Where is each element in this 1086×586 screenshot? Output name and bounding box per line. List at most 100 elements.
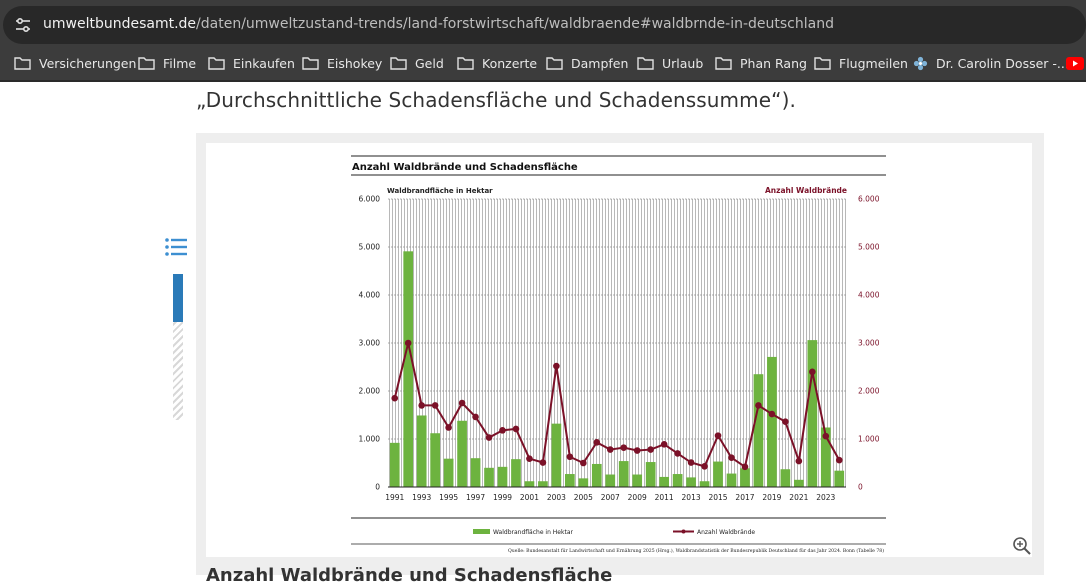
address-bar[interactable]: umweltbundesamt.de/daten/umweltzustand-t…	[3, 6, 1086, 44]
line-point	[647, 446, 654, 453]
y-tick-label-left: 4.000	[359, 291, 381, 300]
bookmark-label: Einkaufen	[233, 55, 295, 71]
line-point	[499, 427, 506, 434]
folder-icon	[302, 57, 319, 70]
line-point	[741, 463, 749, 471]
line-point	[391, 394, 399, 402]
legend-line-label: Anzahl Waldbrände	[697, 529, 755, 536]
url-text[interactable]: umweltbundesamt.de/daten/umweltzustand-t…	[43, 16, 834, 32]
legend-bar-swatch	[473, 529, 490, 534]
x-tick-label: 2009	[628, 493, 647, 502]
line-point	[768, 410, 776, 418]
x-tick-label: 1997	[466, 493, 485, 502]
bookmark-filme[interactable]: Filme	[138, 50, 196, 76]
bookmark-label: Flugmeilen	[839, 55, 908, 71]
bookmark-dampfen[interactable]: Dampfen	[546, 50, 628, 76]
line-point	[606, 446, 614, 453]
bookmark-geld[interactable]: Geld	[390, 50, 444, 76]
bookmark-flugmeilen[interactable]: Flugmeilen	[814, 50, 908, 76]
folder-icon	[546, 57, 563, 70]
line-point	[472, 413, 479, 421]
bar	[820, 427, 831, 487]
flower-icon	[913, 56, 928, 70]
x-tick-label: 2007	[601, 493, 620, 502]
intro-text: „Durchschnittliche Schadensfläche und Sc…	[196, 88, 796, 112]
line-point	[431, 402, 439, 409]
bookmark-urlaub[interactable]: Urlaub	[637, 50, 703, 76]
chart-card: Anzahl Waldbrände und Schadensfläche Wal…	[206, 143, 1032, 557]
folder-icon	[715, 57, 732, 70]
y-axis-right-label: Anzahl Waldbrände	[765, 186, 847, 195]
bar	[794, 479, 804, 487]
line-point	[795, 457, 803, 465]
bar	[403, 251, 414, 487]
bookmark-konzerte[interactable]: Konzerte	[457, 50, 537, 76]
bar	[524, 481, 535, 487]
x-tick-label: 2023	[816, 493, 835, 502]
bookmark-label: Versicherungen	[39, 55, 137, 71]
bar	[443, 458, 454, 487]
x-tick-label: 2021	[789, 493, 808, 502]
line-point	[445, 424, 452, 431]
youtube-icon	[1066, 56, 1084, 70]
y-axis-left-label: Waldbrandfläche in Hektar	[387, 187, 493, 195]
line-point	[526, 455, 533, 462]
x-ticks: 1991 1993 1995 1997 1999 2001 2003 2005 2007 2009…	[385, 493, 835, 502]
y-tick-label-right: 3.000	[858, 339, 880, 348]
bookmark-youtube[interactable]	[1066, 50, 1086, 76]
x-tick-label: 2011	[655, 493, 674, 502]
bar	[740, 468, 750, 487]
line-point	[701, 463, 708, 470]
forest-fire-chart: Anzahl Waldbrände und Schadensfläche Wal…	[351, 155, 886, 554]
bar	[591, 463, 602, 487]
next-section-heading: Anzahl Waldbrände und Schadensfläche	[206, 565, 613, 586]
bookmark-versicherungen[interactable]: Versicherungen	[14, 50, 136, 76]
bar	[430, 433, 440, 487]
bar	[632, 474, 643, 487]
zoom-icon[interactable]	[1012, 536, 1032, 556]
bar	[834, 470, 845, 487]
x-tick-label: 2013	[682, 493, 701, 502]
x-tick-label: 2019	[762, 493, 781, 502]
line-series	[391, 339, 843, 471]
y-tick-label-left: 2.000	[359, 387, 381, 396]
y-tick-label-left: 1.000	[359, 435, 381, 444]
bar	[511, 459, 521, 487]
line-path	[393, 342, 841, 468]
line-point	[687, 459, 695, 466]
bar	[416, 415, 427, 487]
x-tick-label: 1993	[412, 493, 431, 502]
reading-progress-fill	[173, 274, 183, 322]
line-point	[458, 399, 466, 407]
y-tick-label-left: 6.000	[359, 195, 381, 204]
line-point	[755, 402, 762, 409]
y-tick-label-right: 0	[858, 483, 863, 492]
bar	[618, 461, 629, 487]
x-tick-label: 2003	[547, 493, 566, 502]
bookmark-label: Phan Rang	[740, 55, 807, 71]
bookmark-einkaufen[interactable]: Einkaufen	[208, 50, 295, 76]
bar	[686, 477, 696, 487]
bookmark-label: Dr. Carolin Dosser -...	[936, 55, 1069, 71]
table-of-contents-icon[interactable]	[165, 238, 187, 256]
line-point	[620, 444, 628, 451]
x-tick-label: 2017	[735, 493, 754, 502]
line-point	[566, 453, 574, 461]
line-point	[714, 432, 722, 439]
x-tick-label: 2001	[520, 493, 539, 502]
bookmark-label: Konzerte	[482, 55, 538, 71]
x-tick-label: 1999	[493, 493, 512, 502]
y-tick-label-left: 5.000	[359, 243, 381, 252]
y-tick-label-right: 5.000	[858, 243, 880, 252]
bookmark-label: Geld	[415, 55, 444, 71]
bookmark-dr-carolin-dosser[interactable]: Dr. Carolin Dosser -...	[913, 50, 1069, 76]
bookmark-phan-rang[interactable]: Phan Rang	[715, 50, 807, 76]
bar	[565, 474, 575, 487]
bookmark-eishokey[interactable]: Eishokey	[302, 50, 382, 76]
line-point	[553, 362, 560, 370]
bookmark-label: Urlaub	[662, 55, 704, 71]
y-tick-label-right: 4.000	[858, 291, 880, 300]
toolbar-divider	[0, 80, 1086, 82]
site-settings-icon[interactable]	[13, 15, 33, 35]
bookmark-label: Filme	[163, 55, 197, 71]
